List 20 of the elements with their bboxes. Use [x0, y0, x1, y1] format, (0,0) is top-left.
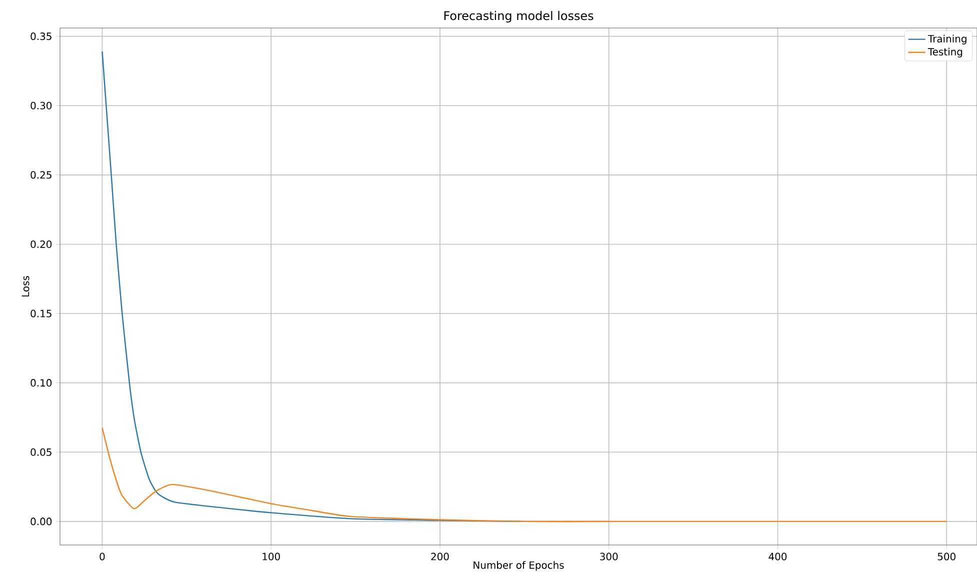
x-tick-label: 100 — [262, 552, 280, 560]
line-series — [102, 427, 948, 522]
x-tick-label: 200 — [431, 552, 449, 560]
y-tick-label: 0.05 — [30, 448, 52, 456]
y-tick-label: 0.10 — [30, 379, 52, 387]
y-tick-label: 0.00 — [30, 518, 52, 526]
x-tick-label: 300 — [600, 552, 618, 560]
y-tick-label: 0.30 — [30, 102, 52, 110]
x-tick-label: 500 — [938, 552, 956, 560]
y-tick-label: 0.20 — [30, 240, 52, 248]
legend-label: Testing — [928, 48, 962, 58]
x-axis-title: Number of Epochs — [474, 561, 564, 571]
x-tick-label: 0 — [100, 552, 105, 560]
y-tick-label: 0.35 — [30, 32, 52, 40]
y-tick-label: 0.15 — [30, 310, 52, 318]
legend-label: Training — [928, 34, 966, 44]
y-axis-title: Loss — [22, 276, 30, 296]
chart-title: Forecasting model losses — [444, 10, 594, 22]
x-tick-label: 400 — [768, 552, 787, 560]
y-tick-label: 0.25 — [30, 171, 52, 179]
